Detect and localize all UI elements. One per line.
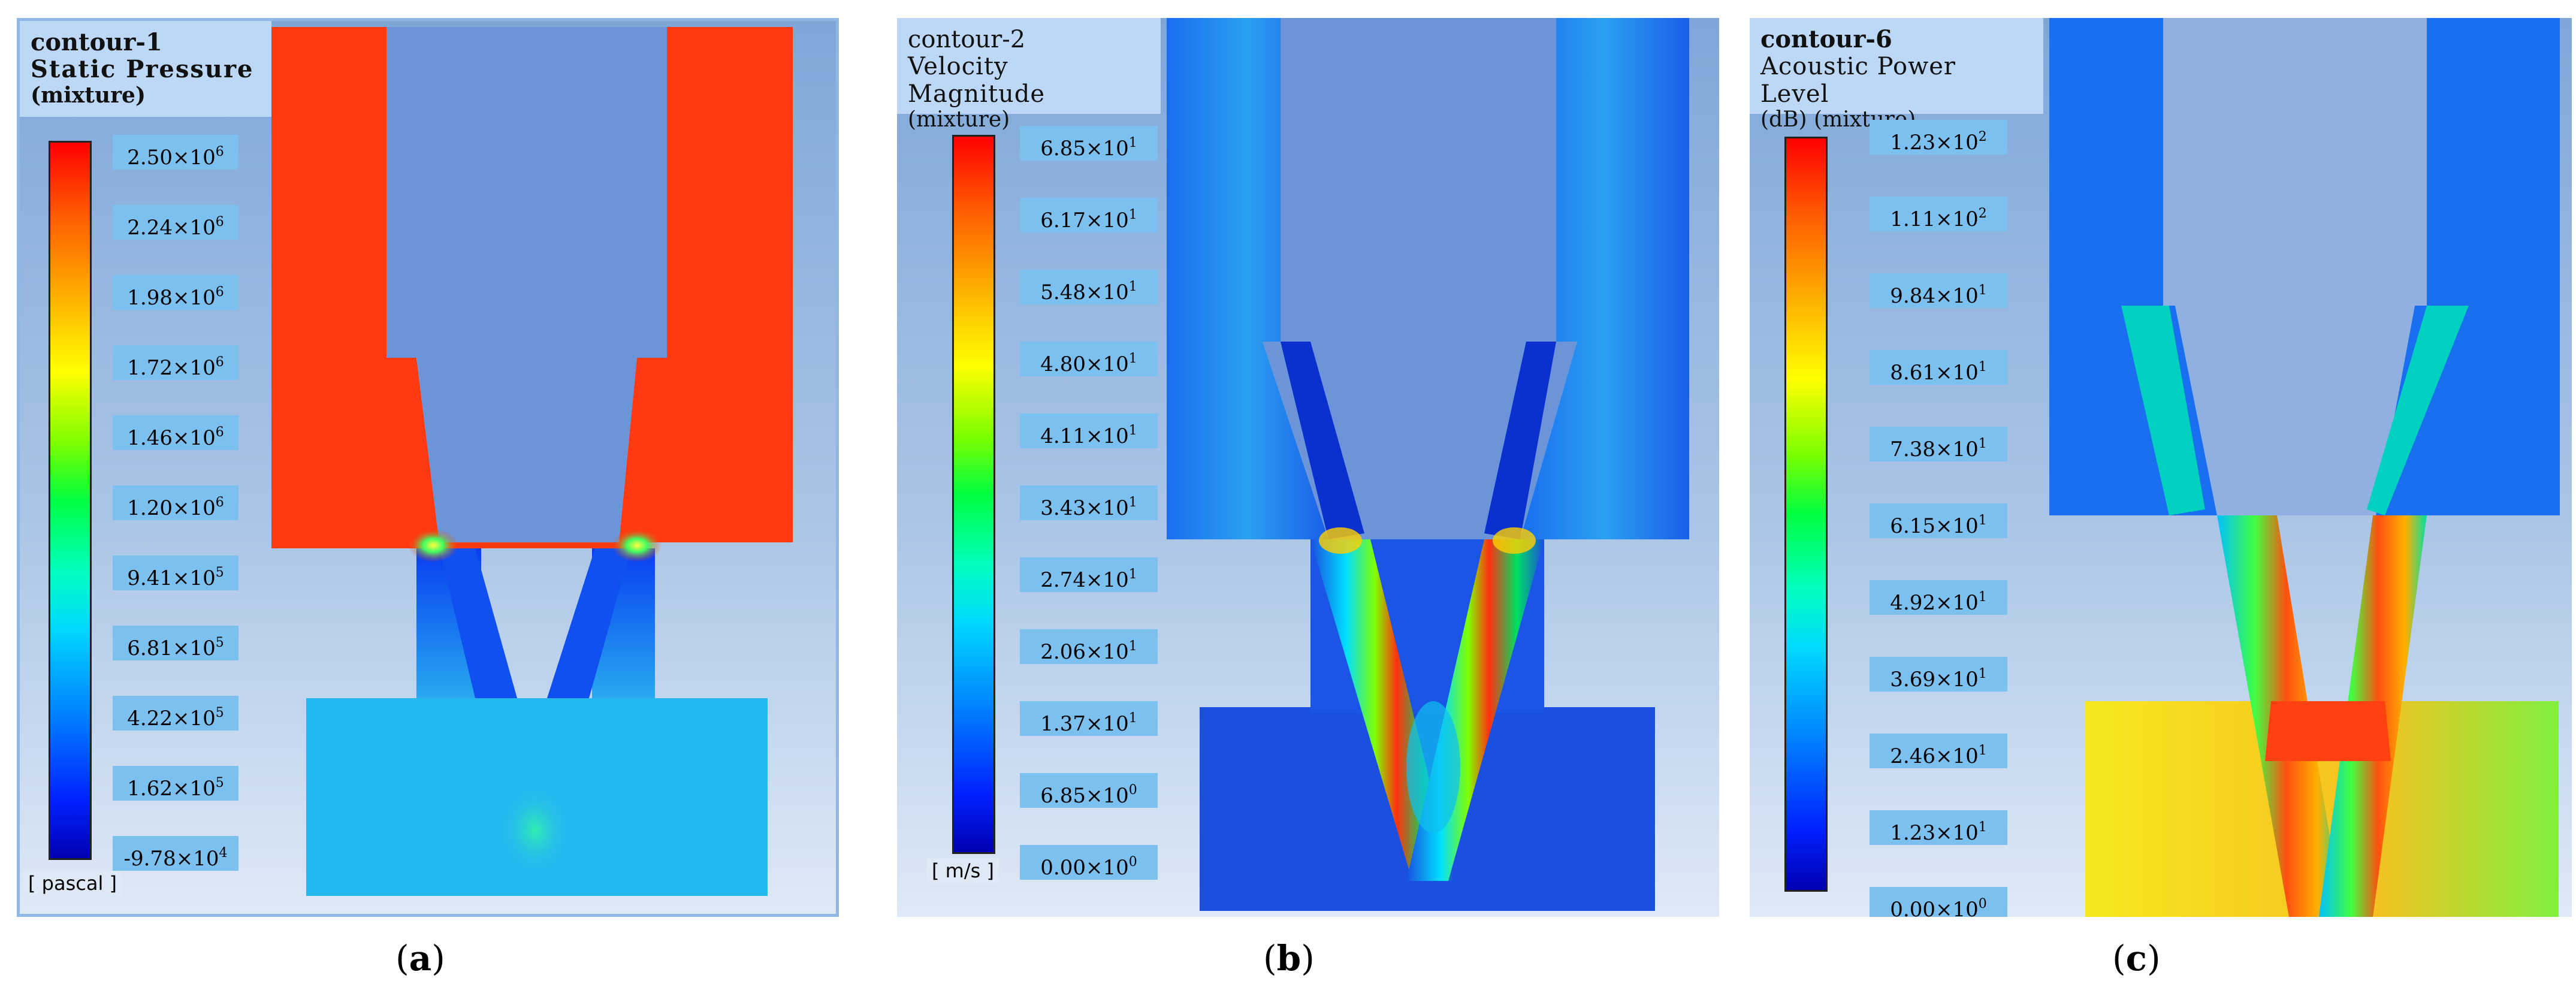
colorbar-tick-label: 1.62×105 [113,766,238,801]
contour-panel-static-pressure: contour-1 Static Pressure (mixture) 2.50… [17,18,839,917]
right-throat-hotspot [1493,527,1536,554]
colorbar-tick-label: 6.85×101 [1020,126,1158,161]
colorbar-tick-label: 1.72×106 [113,345,238,380]
contour-header: contour-6 Acoustic Power Level (dB) (mix… [1750,18,2043,132]
left-duct-wall-layer [2121,306,2205,515]
colorbar-tick-label: 0.00×100 [1870,887,2007,917]
right-shadow-wedge [1484,342,1556,539]
colorbar-tick-label: 1.23×101 [1870,810,2007,845]
contour-id: contour-6 [1760,25,1892,53]
colorbar-tick-label: 2.46×101 [1870,734,2007,768]
core-void [2163,18,2427,515]
core-void [1263,18,1577,539]
colorbar-tick-label: 9.84×101 [1870,273,2007,308]
contour-quantity: Velocity Magnitude [908,53,1046,108]
colorbar-tick-label: 2.50×106 [113,135,238,170]
left-jet-channel [439,548,517,698]
colorbar-tick-label: 4.80×101 [1020,342,1158,376]
right-inlet-duct [1520,18,1689,539]
contour-phase: (mixture) [908,107,1010,132]
colorbar-tick-label: 6.15×101 [1870,503,2007,538]
left-throat-hotspot [408,529,458,562]
colorbar [49,141,92,860]
right-duct-wall-layer [2367,306,2469,515]
core-void [386,27,667,542]
caption-b: (b) [1263,938,1315,979]
colorbar-tick-label: 1.37×101 [1020,701,1158,736]
colorbar-tick-label: 8.61×101 [1870,350,2007,385]
colorbar-tick-label: 1.23×102 [1870,120,2007,155]
colorbar-tick-label: 7.38×101 [1870,427,2007,461]
left-shadow-wedge [1281,342,1364,539]
contour-quantity: Static Pressure [31,55,254,83]
inlet-region-high-pressure [271,27,793,548]
contour-panel-velocity-magnitude: contour-2 Velocity Magnitude (mixture) 6… [897,18,1719,917]
outlet-pressure-spot [499,785,571,875]
velocity-field-geometry [1167,18,1689,911]
colorbar-tick-label: 2.06×101 [1020,629,1158,664]
pressure-field-geometry [271,27,793,896]
colorbar-tick-label: 3.43×101 [1020,485,1158,520]
colorbar [1784,137,1828,892]
colorbar-tick-label: 1.46×106 [113,415,238,450]
colorbar-tick-label: 6.17×101 [1020,198,1158,233]
colorbar [952,135,995,854]
colorbar-tick-label: 1.20×106 [113,485,238,520]
colorbar-tick-label: 1.11×102 [1870,197,2007,231]
colorbar-tick-label: 6.81×105 [113,626,238,660]
colorbar-tick-label: 4.11×101 [1020,414,1158,448]
acoustic-field-geometry [2049,18,2560,917]
contour-header: contour-1 Static Pressure (mixture) [20,21,271,117]
jet-merge-core [1406,701,1460,833]
colorbar-tick-label: 3.69×101 [1870,657,2007,692]
right-jet-channel [547,548,631,698]
colorbar-tick-label: 2.74×101 [1020,557,1158,592]
contour-id: contour-1 [31,28,162,56]
colorbar-tick-label: 4.92×101 [1870,580,2007,615]
colorbar-unit: [ pascal ] [23,871,122,896]
colorbar-tick-label: -9.78×104 [113,836,238,871]
left-inlet-duct [1167,18,1328,539]
contour-quantity: Acoustic Power Level [1760,53,1956,108]
contour-header: contour-2 Velocity Magnitude (mixture) [897,18,1161,132]
colorbar-tick-label: 9.41×105 [113,556,238,590]
caption-a: (a) [395,938,445,979]
right-throat-hotspot [612,529,662,562]
contour-id: contour-2 [908,26,1026,53]
colorbar-tick-label: 4.22×105 [113,696,238,731]
left-throat-hotspot [1319,527,1362,554]
contour-phase: (mixture) [31,83,146,108]
colorbar-unit: [ m/s ] [927,858,999,883]
colorbar-tick-label: 6.85×100 [1020,773,1158,808]
colorbar-tick-label: 0.00×100 [1020,845,1158,880]
caption-c: (c) [2112,938,2161,979]
colorbar-tick-label: 2.24×106 [113,205,238,240]
contour-panel-acoustic-power-level: contour-6 Acoustic Power Level (dB) (mix… [1750,18,2572,917]
colorbar-tick-label: 1.98×106 [113,275,238,310]
colorbar-tick-label: 5.48×101 [1020,270,1158,304]
merge-zone [2265,701,2391,761]
